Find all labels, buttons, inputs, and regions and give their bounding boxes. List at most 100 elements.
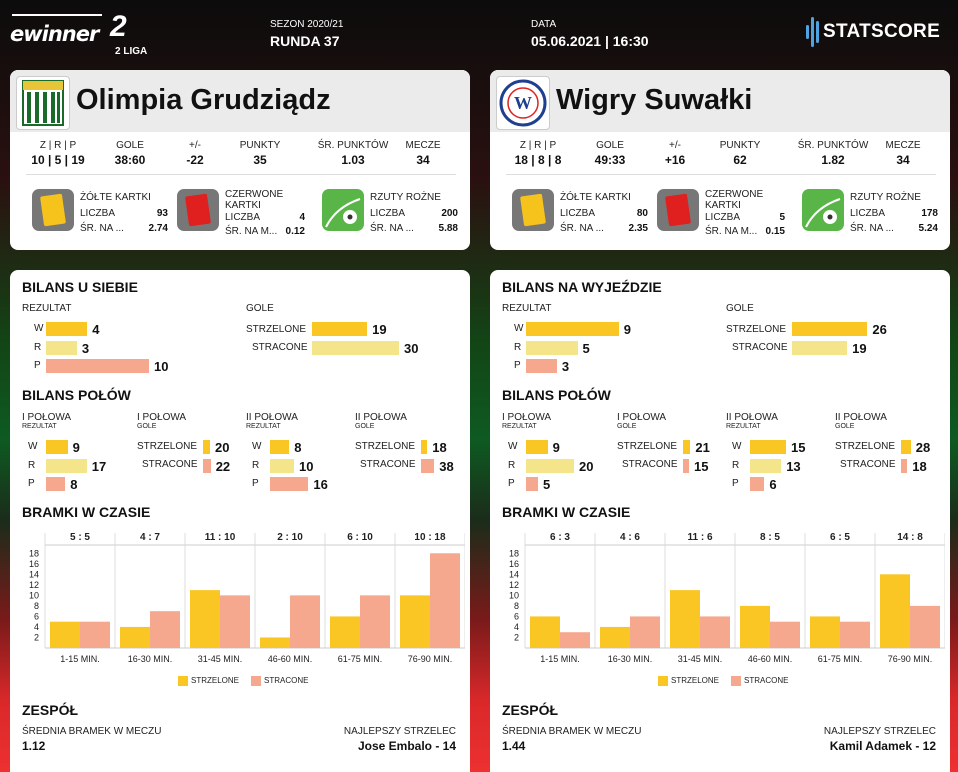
extra-count-label: LICZBA — [370, 208, 406, 219]
legend-scored-label: STRZELONE — [191, 676, 240, 686]
stat-value: -22 — [186, 153, 204, 167]
avg-goals-label: ŚREDNIA BRAMEK W MECZU — [502, 726, 642, 737]
stat-label: +/- — [189, 140, 201, 151]
stat-value: +16 — [664, 153, 686, 167]
statscore-logo: STATSCORE — [806, 14, 940, 50]
stat-value: 38:60 — [114, 153, 146, 167]
h2-result-sublabel: REZULTAT — [726, 423, 761, 430]
x-category-label: 46-60 MIN. — [268, 654, 313, 664]
stats-divider — [506, 174, 936, 175]
h1-w-bar — [526, 440, 548, 454]
h1-scored-bar — [683, 440, 691, 454]
conceded-bar — [840, 621, 870, 648]
y-tick-label: 12 — [509, 580, 519, 590]
h2-w-label: W — [252, 441, 262, 452]
scored-bar — [260, 637, 290, 648]
extra-count-label: LICZBA — [80, 208, 116, 219]
avg-goals-value: 1.12 — [22, 739, 46, 753]
h2-result-label: II POŁOWA — [246, 412, 298, 423]
balance-scored-bar — [792, 322, 868, 336]
balance-w-bar — [526, 322, 619, 336]
y-tick-label: 6 — [34, 611, 39, 621]
y-tick-label: 14 — [509, 569, 519, 579]
h2-r-bar — [270, 459, 294, 473]
red-card-shape — [665, 193, 691, 227]
h2-w-bar — [750, 440, 786, 454]
stat-label: PUNKTY — [719, 140, 761, 151]
balance-r-bar-value: 5 — [582, 341, 590, 356]
h1-r-label: R — [28, 460, 36, 471]
y-tick-label: 18 — [29, 548, 39, 558]
team-name: Olimpia Grudziądz — [76, 84, 331, 116]
interval-score-label: 8 : 5 — [760, 532, 780, 543]
scored-label: STRZELONE — [726, 324, 787, 335]
goals-label: GOLE — [726, 303, 754, 314]
header: ewinner 2 2 LIGA SEZON 2020/21 RUNDA 37 … — [0, 0, 958, 66]
yellow-card-shape — [40, 193, 66, 227]
h2-w-bar-value: 15 — [791, 440, 806, 455]
stat-label: PUNKTY — [239, 140, 281, 151]
y-tick-label: 10 — [509, 590, 519, 600]
stat-matches: MECZE 34 — [868, 140, 938, 167]
y-tick-label: 6 — [514, 611, 519, 621]
stat-value: 34 — [896, 153, 910, 167]
interval-score-label: 6 : 5 — [830, 532, 850, 543]
h1-scored-bar-value: 20 — [215, 440, 230, 455]
stat-value: 1.82 — [821, 153, 845, 167]
result-w-label: W — [514, 323, 524, 334]
scored-bar — [530, 616, 560, 648]
home-stats-panel: BILANS U SIEBIE REZULTAT GOLE W 4 R 3 P 10 STRZEL… — [10, 270, 470, 772]
h1-conceded-bar-value: 22 — [215, 459, 231, 474]
scored-bar — [670, 590, 700, 648]
balance-p-bar-value: 10 — [154, 359, 169, 374]
h1-w-bar — [46, 440, 68, 454]
h1-goals-sublabel: GOLE — [137, 423, 157, 430]
h2-goals-label: II POŁOWA — [355, 412, 407, 423]
stat-matches: MECZE 34 — [388, 140, 458, 167]
h2-p-bar — [270, 477, 309, 491]
legend-scored-swatch — [178, 676, 188, 686]
extra-count-label: LICZBA — [705, 212, 741, 223]
balance-w-bar-value: 9 — [623, 322, 631, 337]
interval-score-label: 4 : 7 — [140, 532, 160, 543]
h1-w-label: W — [28, 441, 38, 452]
y-tick-label: 10 — [29, 590, 39, 600]
round-value: RUNDA 37 — [270, 33, 340, 49]
stat-wdl: Z | R | P 18 | 8 | 8 — [503, 140, 573, 167]
h1-result-sublabel: REZULTAT — [22, 423, 57, 430]
h1-result-label: I POŁOWA — [22, 412, 72, 423]
stat-goals: GOLE 49:33 — [575, 140, 645, 167]
h1-result-sublabel: REZULTAT — [502, 423, 537, 430]
conceded-bar — [220, 595, 250, 648]
h2-scored-bar-value: 28 — [915, 440, 931, 455]
h2-r-bar-value: 10 — [299, 459, 314, 474]
h1-r-bar — [46, 459, 87, 473]
extra-count-value: 80 — [636, 208, 648, 219]
legend-scored: STRZELONE — [658, 676, 719, 686]
balance-p-bar-value: 3 — [561, 359, 570, 374]
svg-text:W: W — [514, 93, 532, 113]
balance-w-bar-value: 4 — [92, 322, 100, 337]
balance-w-bar — [46, 322, 88, 336]
stat-label: GOLE — [596, 140, 624, 151]
time-goals-chart: 5 : 5 4 : 7 11 : 10 2 : 10 6 : 10 10 : 18 2468… — [29, 532, 465, 664]
x-category-label: 61-75 MIN. — [338, 654, 383, 664]
result-p-label: P — [34, 360, 41, 371]
conceded-bar — [360, 595, 390, 648]
conceded-bar — [910, 605, 940, 648]
h2-conceded-bar — [901, 459, 908, 473]
y-tick-label: 18 — [509, 548, 519, 558]
h1-result-label: I POŁOWA — [502, 412, 552, 423]
stat-value: 18 | 8 | 8 — [514, 153, 562, 167]
statscore-text: STATSCORE — [823, 21, 941, 42]
ewinner-logo: ewinner — [10, 14, 103, 46]
result-r-label: R — [514, 342, 522, 353]
corner-ball-svg — [325, 198, 361, 228]
balance-conceded-bar — [312, 341, 399, 355]
y-tick-label: 14 — [29, 569, 39, 579]
h2-scored-label: STRZELONE — [355, 441, 416, 452]
result-label: REZULTAT — [22, 303, 72, 314]
olimpia-crest-svg — [22, 80, 64, 126]
away-team-card: W Wigry Suwałki Z | R | P 18 | 8 | 8 GOLE 49:… — [490, 70, 950, 250]
team-section-title: ZESPÓŁ — [22, 702, 79, 718]
